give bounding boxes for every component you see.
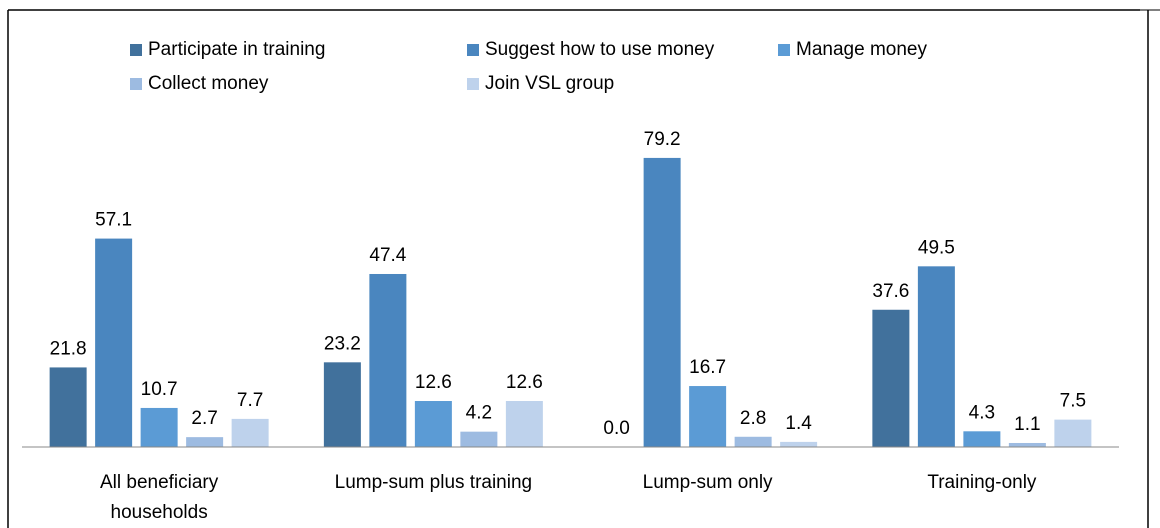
data-label: 79.2: [644, 129, 681, 150]
data-label: 21.8: [50, 338, 87, 359]
legend-label: Join VSL group: [485, 73, 614, 94]
bar: [369, 273, 407, 447]
bar: [1054, 419, 1092, 447]
data-label: 1.4: [785, 413, 812, 434]
bar: [917, 266, 955, 447]
x-tick-label: Lump-sum only: [642, 472, 773, 493]
x-tick-label: Lump-sum plus training: [334, 472, 533, 493]
data-label: 2.7: [191, 408, 217, 429]
bar: [460, 431, 498, 447]
data-label: 23.2: [324, 333, 361, 354]
legend-swatch: [130, 78, 142, 90]
bar: [323, 362, 361, 447]
bar: [140, 407, 178, 447]
data-label: 12.6: [415, 372, 452, 393]
bar: [643, 157, 681, 448]
bar: [186, 437, 224, 447]
data-label: 49.5: [918, 237, 955, 258]
bar: [231, 418, 269, 447]
x-tick-label: All beneficiary households: [99, 472, 219, 523]
data-label: 4.2: [466, 403, 492, 424]
legend-swatch: [467, 44, 479, 56]
legend-label: Manage money: [796, 39, 927, 60]
bar: [49, 367, 87, 447]
data-label: 12.6: [506, 372, 543, 393]
bar: [734, 436, 772, 447]
bar: [505, 401, 543, 447]
bar: [872, 309, 910, 447]
data-label: 10.7: [141, 379, 178, 400]
legend-label: Participate in training: [148, 39, 325, 60]
legend-swatch: [130, 44, 142, 56]
data-label: 4.3: [969, 402, 995, 423]
data-label: 7.7: [237, 390, 263, 411]
bar: [1008, 442, 1046, 447]
bar: [95, 238, 133, 447]
data-label: 47.4: [369, 245, 406, 266]
data-label: 57.1: [95, 210, 132, 231]
bar: [963, 431, 1001, 447]
bar: [414, 401, 452, 447]
legend-label: Suggest how to use money: [485, 39, 715, 60]
data-label: 2.8: [740, 408, 766, 429]
legend-swatch: [778, 44, 790, 56]
data-label: 16.7: [689, 357, 726, 378]
x-tick-label: Training-only: [927, 472, 1037, 493]
bar: [689, 386, 727, 447]
data-label: 7.5: [1060, 391, 1086, 412]
bar: [780, 441, 818, 447]
legend-label: Collect money: [148, 73, 269, 94]
data-label: 0.0: [603, 418, 629, 439]
legend-swatch: [467, 78, 479, 90]
data-label: 37.6: [872, 281, 909, 302]
data-label: 1.1: [1014, 414, 1040, 435]
